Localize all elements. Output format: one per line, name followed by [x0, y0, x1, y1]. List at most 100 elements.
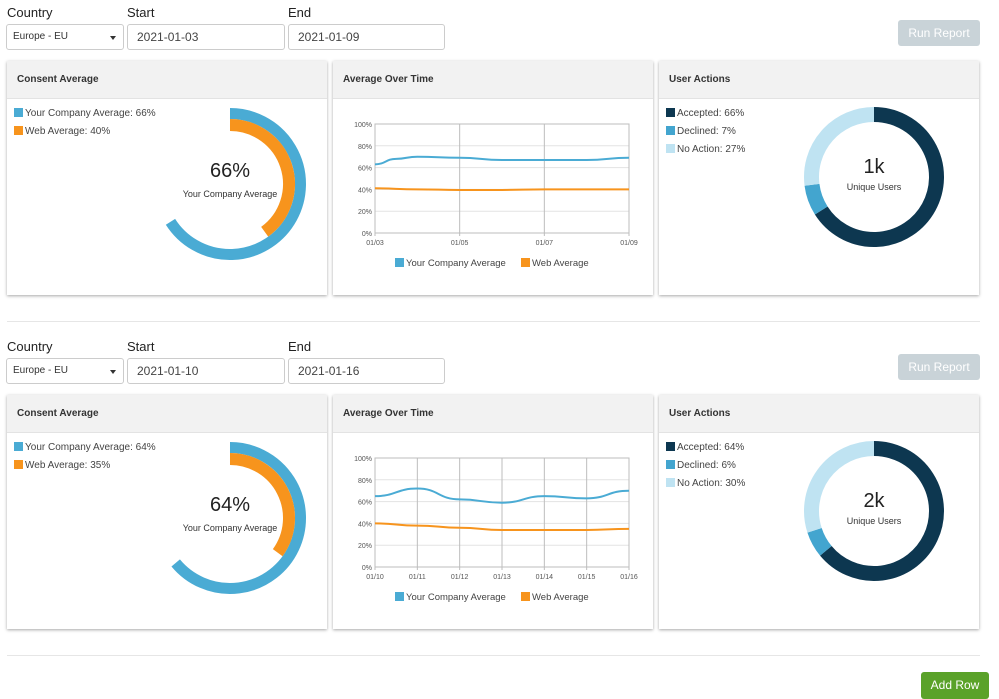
user-actions-donut-chart: [804, 107, 944, 247]
legend-item-no-action: No Action: 27%: [666, 141, 745, 159]
consent-percent: 66%: [209, 160, 251, 182]
consent-legend: Your Company Average: 64% Web Average: 3…: [14, 439, 156, 475]
legend-swatch: [666, 144, 675, 153]
actions-legend: Accepted: 64% Declined: 6% No Action: 30…: [666, 439, 745, 493]
donut-segment-accepted: [814, 107, 944, 247]
y-tick-label: 60%: [358, 166, 372, 173]
x-tick-label: 01/10: [366, 574, 384, 581]
legend-item-declined: Declined: 7%: [666, 123, 745, 141]
average-over-time-chart: 0% 20% 40% 60% 80% 100% 01/03 01/05 01/07 01/09 Yo…: [354, 122, 638, 269]
legend-label: Your Company Average: [406, 258, 506, 269]
consent-subtitle: Your Company Average: [182, 523, 278, 533]
y-tick-label: 80%: [358, 478, 372, 485]
card-title: Average Over Time: [333, 395, 653, 433]
series-line-web: [374, 522, 630, 531]
legend-swatch: [395, 592, 404, 601]
average-over-time-card: Average Over Time 0% 20% 40% 60% 80% 100% 01/1…: [333, 395, 653, 629]
user-actions-donut-chart: [804, 441, 944, 581]
legend-swatch: [14, 460, 23, 469]
unique-users-label: Unique Users: [846, 516, 902, 526]
legend-label: Web Average: 35%: [25, 460, 111, 471]
donut-segment-declined: [807, 527, 832, 556]
card-title: User Actions: [659, 61, 979, 99]
legend-label: No Action: 27%: [677, 144, 746, 155]
consent-gauge-chart: [165, 108, 306, 260]
run-report-button[interactable]: Run Report: [898, 20, 980, 46]
consent-average-card: Consent Average Your Company Average: 64…: [7, 395, 327, 629]
legend-label: Accepted: 66%: [677, 108, 745, 119]
x-tick-label: 01/05: [451, 240, 469, 247]
legend-swatch: [666, 478, 675, 487]
chevron-down-icon: [110, 36, 116, 40]
card-title: Average Over Time: [333, 61, 653, 99]
donut-segment-no-action: [804, 441, 875, 533]
company-average-arc: [165, 108, 306, 260]
legend-item-web: Web Average: 40%: [14, 123, 156, 141]
consent-average-card: Consent Average Your Company Average: 66…: [7, 61, 327, 295]
legend-swatch: [521, 258, 530, 267]
start-label: Start: [127, 339, 155, 354]
user-actions-card: User Actions Accepted: 66% Declined: 7% …: [659, 61, 979, 295]
web-average-arc: [229, 453, 295, 557]
country-select[interactable]: Europe - EU: [6, 24, 124, 50]
end-date-input[interactable]: 2021-01-16: [288, 358, 445, 384]
series-line-company: [374, 155, 630, 166]
legend-swatch: [666, 108, 675, 117]
donut-segment-accepted: [820, 441, 944, 581]
x-tick-label: 01/11: [409, 574, 426, 581]
donut-segment-no-action: [804, 107, 875, 186]
unique-users-label: Unique Users: [846, 182, 902, 192]
y-tick-label: 0%: [362, 565, 372, 572]
legend-swatch: [521, 592, 530, 601]
legend-label: Declined: 6%: [677, 460, 736, 471]
legend-item-company: Your Company Average: 66%: [14, 105, 156, 123]
consent-percent: 64%: [209, 494, 251, 516]
consent-legend: Your Company Average: 66% Web Average: 4…: [14, 105, 156, 141]
report-row-2: Country Start End Europe - EU 2021-01-10…: [0, 334, 999, 664]
legend-item-no-action: No Action: 30%: [666, 475, 745, 493]
country-select-value: Europe - EU: [13, 365, 69, 376]
legend-label: Declined: 7%: [677, 126, 736, 137]
y-tick-label: 60%: [358, 500, 372, 507]
legend-label: Accepted: 64%: [677, 442, 745, 453]
add-row-button[interactable]: Add Row: [921, 672, 989, 699]
legend-swatch: [666, 442, 675, 451]
x-tick-label: 01/12: [451, 574, 469, 581]
legend-label: Your Company Average: 64%: [25, 442, 156, 453]
unique-users-count: 1k: [863, 156, 885, 178]
country-label: Country: [7, 5, 53, 20]
legend-item-accepted: Accepted: 64%: [666, 439, 745, 457]
x-tick-label: 01/07: [536, 240, 554, 247]
legend-swatch: [14, 126, 23, 135]
user-actions-card: User Actions Accepted: 64% Declined: 6% …: [659, 395, 979, 629]
legend-swatch: [666, 460, 675, 469]
start-label: Start: [127, 5, 155, 20]
legend-item-declined: Declined: 6%: [666, 457, 745, 475]
x-tick-label: 01/15: [578, 574, 596, 581]
start-date-input[interactable]: 2021-01-10: [127, 358, 285, 384]
legend-label: Web Average: [532, 592, 589, 603]
x-tick-label: 01/14: [536, 574, 554, 581]
country-select[interactable]: Europe - EU: [6, 358, 124, 384]
x-tick-label: 01/13: [493, 574, 511, 581]
legend-swatch: [14, 442, 23, 451]
legend-swatch: [395, 258, 404, 267]
average-over-time-chart: 0% 20% 40% 60% 80% 100% 01/10 01/11 01/12 01/13 01…: [354, 456, 638, 603]
end-date-input[interactable]: 2021-01-09: [288, 24, 445, 50]
y-tick-label: 80%: [358, 144, 372, 151]
run-report-button[interactable]: Run Report: [898, 354, 980, 380]
card-title: Consent Average: [7, 61, 327, 99]
country-label: Country: [7, 339, 53, 354]
consent-subtitle: Your Company Average: [182, 189, 278, 199]
chevron-down-icon: [110, 370, 116, 374]
y-tick-label: 0%: [362, 231, 372, 238]
x-tick-label: 01/09: [620, 240, 638, 247]
donut-segment-declined: [804, 183, 828, 215]
plot-frame: [374, 123, 630, 234]
x-tick-label: 01/03: [366, 240, 384, 247]
y-tick-label: 100%: [354, 456, 372, 463]
start-date-input[interactable]: 2021-01-03: [127, 24, 285, 50]
card-title: User Actions: [659, 395, 979, 433]
row-divider: [7, 655, 980, 656]
legend-swatch: [666, 126, 675, 135]
